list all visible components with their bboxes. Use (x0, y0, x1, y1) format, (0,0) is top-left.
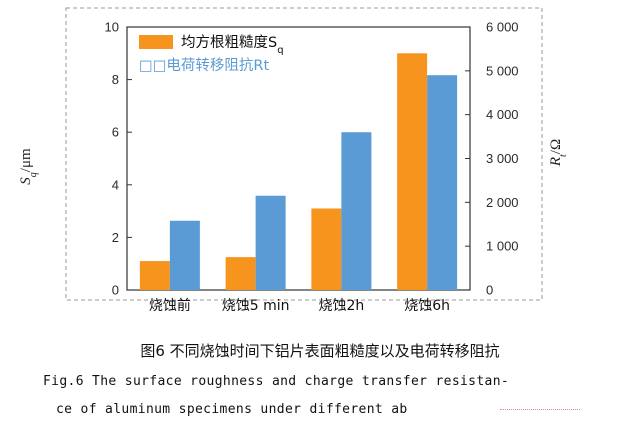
legend-swatch-roughness (139, 35, 173, 49)
left-axis-tick-label: 0 (112, 283, 119, 298)
legend-label-roughness: 均方根粗糙度Sq (181, 34, 284, 56)
spellcheck-underline (500, 403, 580, 410)
left-axis-tick-label: 6 (112, 125, 119, 140)
right-axis-title: Rt/Ω (548, 139, 569, 167)
x-axis-category-label: 烧蚀2h (318, 298, 364, 314)
bar-roughness (311, 208, 342, 290)
figure-caption-english-line-2: ce of aluminum specimens under different… (56, 402, 408, 417)
figure-caption-english-line-1: Fig.6 The surface roughness and charge t… (43, 374, 510, 389)
x-axis-category-label: 烧蚀5 min (222, 298, 290, 314)
bar-roughness (139, 261, 170, 290)
right-axis-tick-label: 5 000 (486, 63, 519, 78)
bar-roughness (225, 257, 256, 290)
right-axis-tick-label: 2 000 (486, 195, 519, 210)
x-axis-category-label: 烧蚀前 (149, 297, 191, 314)
figure-frame (65, 7, 543, 301)
right-axis-tick-label: 4 000 (486, 107, 519, 122)
left-axis-tick-label: 2 (112, 230, 119, 245)
right-axis-tick-label: 6 000 (486, 20, 519, 35)
chart: 0 2 4 6 8 10 0 1 000 2 000 3 000 4 000 5 000 6 000 烧蚀… (18, 7, 569, 314)
left-axis-tick-label: 4 (112, 177, 119, 192)
right-axis-tick-label: 1 000 (486, 239, 519, 254)
left-axis-tick-label: 8 (112, 72, 119, 87)
bar-charge-transfer-resistance (255, 195, 286, 290)
x-axis-category-label: 烧蚀6h (404, 298, 450, 314)
bar-roughness (397, 53, 428, 290)
bar-charge-transfer-resistance (341, 132, 372, 290)
left-axis-tick-label: 10 (105, 20, 119, 35)
bar-charge-transfer-resistance (169, 220, 200, 290)
figure-caption-chinese: 图6 不同烧蚀时间下铝片表面粗糙度以及电荷转移阻抗 (140, 342, 500, 360)
left-axis-title: Sq/μm (18, 148, 39, 185)
bar-charge-transfer-resistance (427, 75, 458, 290)
right-axis-tick-label: 0 (486, 283, 493, 298)
right-axis-tick-label: 3 000 (486, 151, 519, 166)
legend-label-resistance: □□电荷转移阻抗Rt (139, 57, 269, 74)
